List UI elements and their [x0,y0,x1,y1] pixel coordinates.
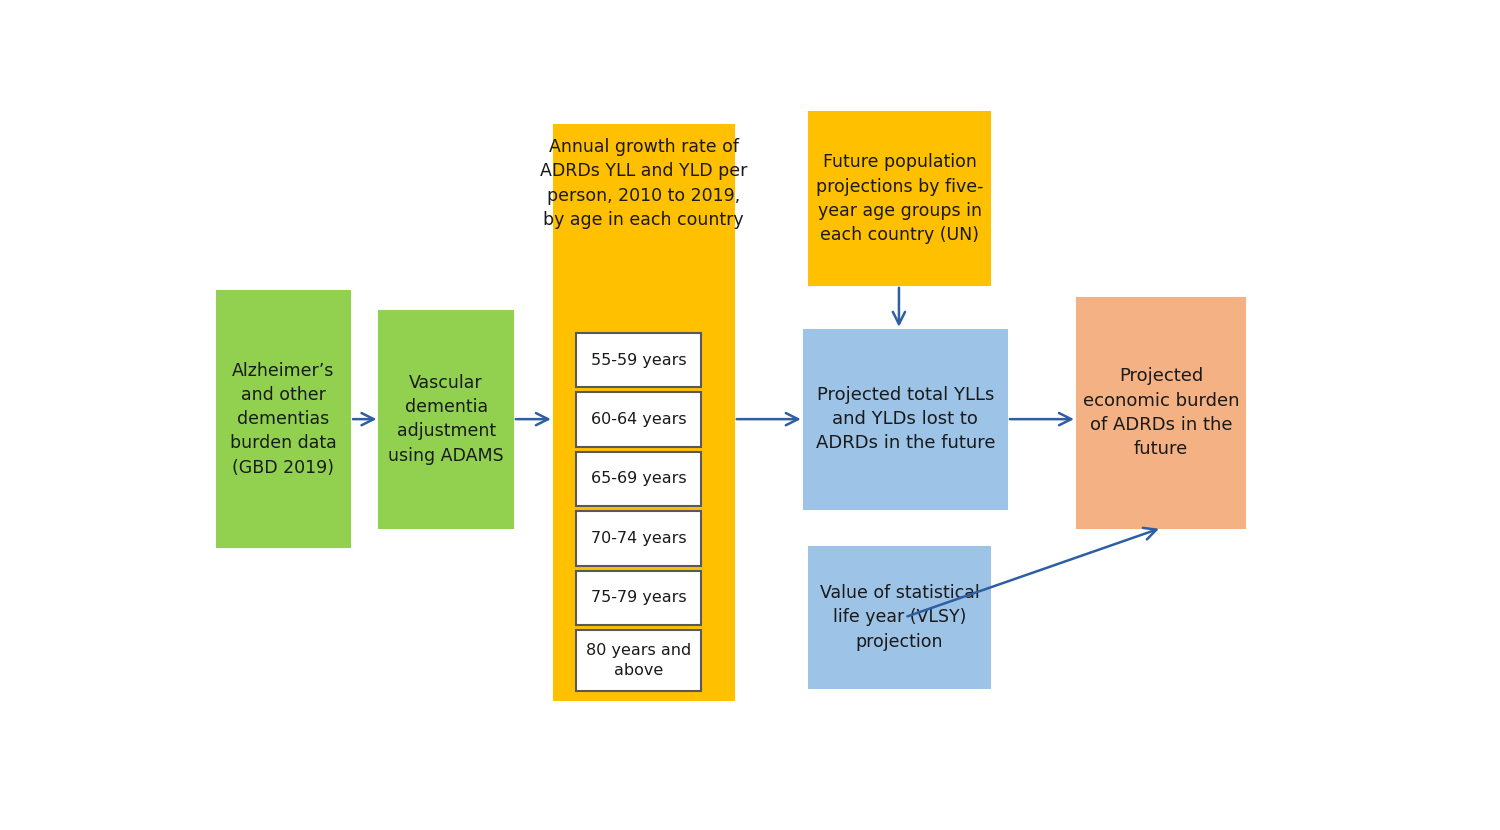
FancyBboxPatch shape [576,630,702,691]
Text: Alzheimer’s
and other
dementias
burden data
(GBD 2019): Alzheimer’s and other dementias burden d… [230,362,338,476]
Text: 65-69 years: 65-69 years [591,471,687,486]
FancyBboxPatch shape [380,310,513,528]
Text: 80 years and
above: 80 years and above [586,642,692,678]
FancyBboxPatch shape [216,291,350,547]
FancyBboxPatch shape [810,112,990,285]
Text: Vascular
dementia
adjustment
using ADAMS: Vascular dementia adjustment using ADAMS [388,374,504,465]
FancyBboxPatch shape [576,452,702,506]
FancyBboxPatch shape [554,125,734,701]
FancyBboxPatch shape [804,330,1006,509]
FancyBboxPatch shape [576,333,702,387]
FancyBboxPatch shape [576,570,702,625]
Text: 60-64 years: 60-64 years [591,412,687,427]
Text: 55-59 years: 55-59 years [591,353,687,368]
Text: 75-79 years: 75-79 years [591,590,687,605]
FancyBboxPatch shape [1077,298,1245,528]
Text: Projected total YLLs
and YLDs lost to
ADRDs in the future: Projected total YLLs and YLDs lost to AD… [816,386,995,452]
Text: Future population
projections by five-
year age groups in
each country (UN): Future population projections by five- y… [816,154,984,244]
Text: Projected
economic burden
of ADRDs in the
future: Projected economic burden of ADRDs in th… [1083,368,1239,458]
Text: 70-74 years: 70-74 years [591,531,687,546]
FancyBboxPatch shape [810,547,990,687]
Text: Annual growth rate of
ADRDs YLL and YLD per
person, 2010 to 2019,
by age in each: Annual growth rate of ADRDs YLL and YLD … [540,138,747,229]
Text: Value of statistical
life year (VLSY)
projection: Value of statistical life year (VLSY) pr… [819,584,980,651]
FancyBboxPatch shape [576,511,702,565]
FancyBboxPatch shape [576,393,702,447]
